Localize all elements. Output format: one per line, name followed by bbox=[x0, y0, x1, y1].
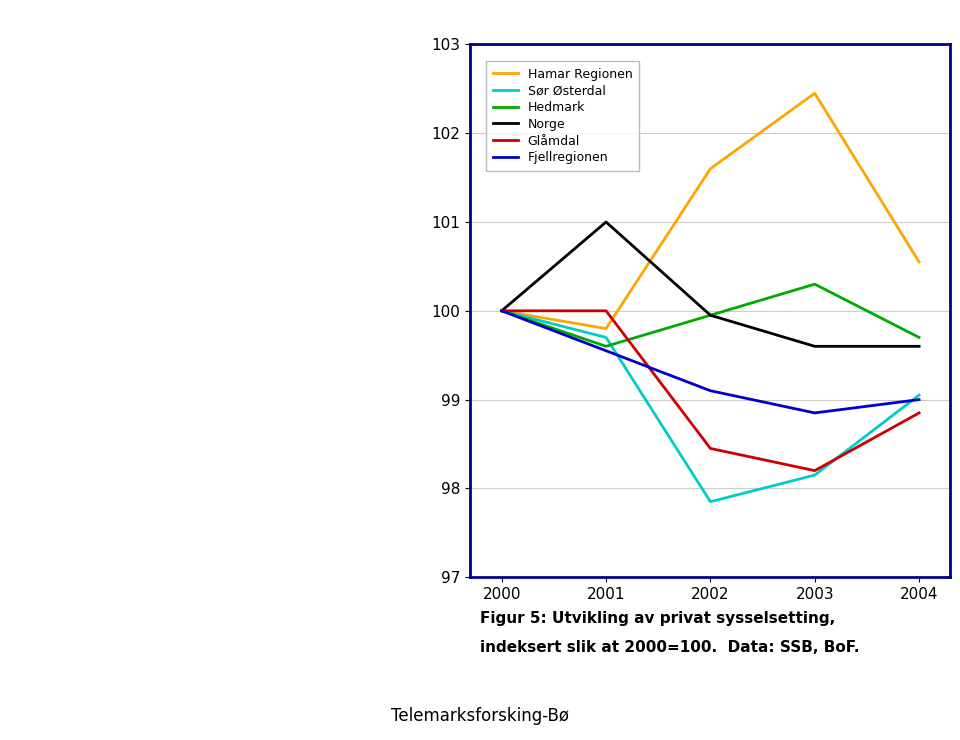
Legend: Hamar Regionen, Sør Østerdal, Hedmark, Norge, Glåmdal, Fjellregionen: Hamar Regionen, Sør Østerdal, Hedmark, N… bbox=[487, 61, 638, 170]
Text: Figur 5: Utvikling av privat sysselsetting,: Figur 5: Utvikling av privat sysselsetti… bbox=[480, 610, 835, 625]
Text: indeksert slik at 2000=100.  Data: SSB, BoF.: indeksert slik at 2000=100. Data: SSB, B… bbox=[480, 640, 859, 655]
Text: Telemarksforsking-Bø: Telemarksforsking-Bø bbox=[391, 707, 569, 725]
